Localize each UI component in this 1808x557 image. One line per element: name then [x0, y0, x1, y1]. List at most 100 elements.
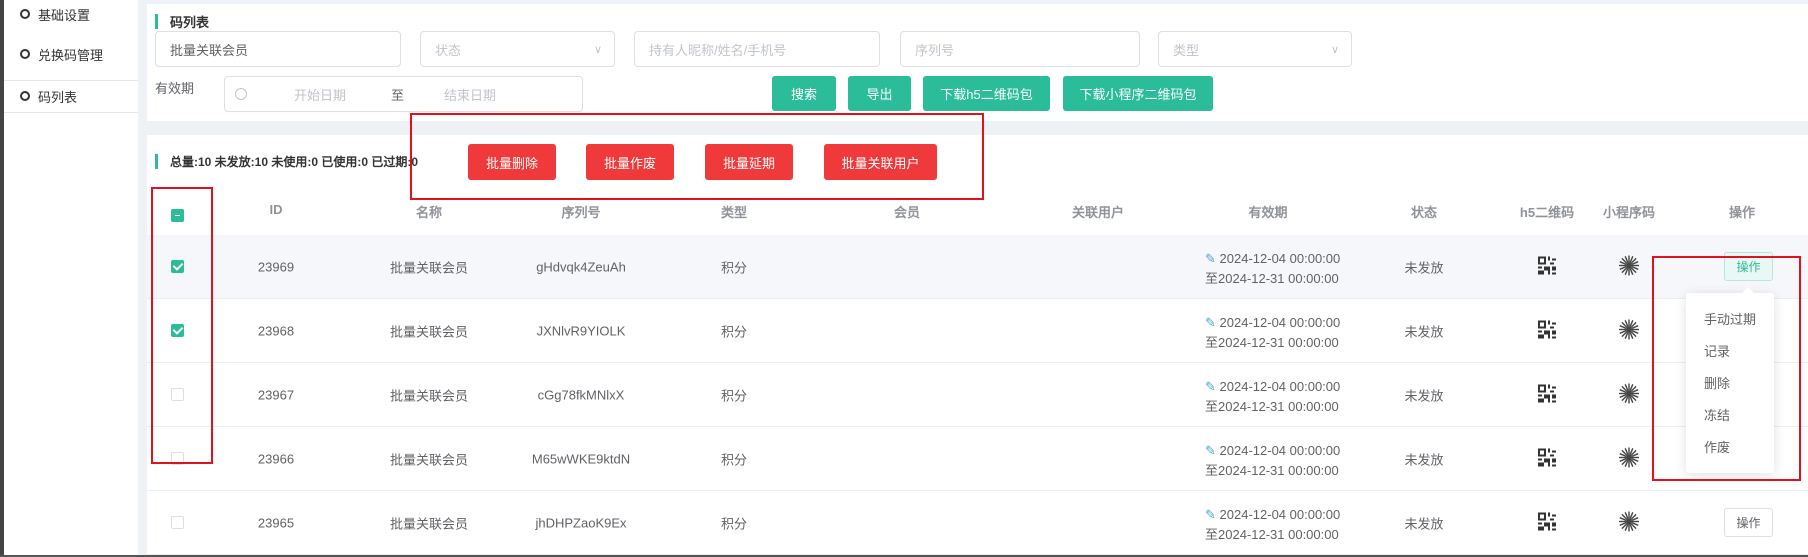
- column-header: ID: [269, 202, 283, 217]
- name-input[interactable]: 批量关联会员: [155, 31, 401, 67]
- miniprogram-code-icon[interactable]: [1618, 510, 1640, 535]
- validity-label: 有效期: [155, 81, 195, 96]
- row-checkbox[interactable]: [171, 387, 184, 401]
- cell-serial: M65wWKE9ktdN: [531, 451, 631, 466]
- export-button[interactable]: 导出: [848, 76, 911, 111]
- operation-button[interactable]: 操作: [1724, 508, 1773, 537]
- type-select[interactable]: 类型 ∨: [1158, 31, 1352, 67]
- batch-delete-button[interactable]: 批量删除: [468, 144, 556, 180]
- cell-id: 23969: [257, 259, 295, 274]
- menu-item[interactable]: 记录: [1704, 344, 1731, 359]
- cell-status: 未发放: [1404, 260, 1444, 275]
- menu-item[interactable]: 删除: [1704, 376, 1731, 391]
- miniprogram-code-icon[interactable]: [1618, 318, 1640, 343]
- cell-id: 23966: [257, 451, 295, 466]
- cell-status: 未发放: [1404, 388, 1444, 403]
- valid-from: 2024-12-04 00:00:00: [1219, 315, 1341, 330]
- edit-icon[interactable]: ✎: [1205, 251, 1216, 266]
- edit-icon[interactable]: ✎: [1205, 315, 1216, 330]
- cell-status: 未发放: [1404, 324, 1444, 339]
- sidebar: 基础设置 兑换码管理 码列表: [0, 0, 138, 557]
- stats-line: 总量:10 未发放:10 未使用:0 已使用:0 已过期:0: [155, 153, 418, 170]
- valid-from: 2024-12-04 00:00:00: [1219, 507, 1341, 522]
- miniprogram-code-icon[interactable]: [1618, 254, 1640, 279]
- valid-to: 至2024-12-31 00:00:00: [1205, 463, 1339, 478]
- column-header: 状态: [1410, 205, 1438, 220]
- sidebar-item-basic-settings[interactable]: 基础设置: [4, 0, 138, 34]
- h5-qr-code-icon[interactable]: [1538, 384, 1556, 405]
- row-checkbox[interactable]: [171, 323, 184, 337]
- cell-validity: ✎ 2024-12-04 00:00:00 至2024-12-31 00:00:0…: [1205, 505, 1340, 545]
- column-header: h5二维码: [1519, 205, 1575, 220]
- select-all-checkbox[interactable]: [171, 208, 184, 222]
- stats-text: 总量:10 未发放:10 未使用:0 已使用:0 已过期:0: [170, 155, 419, 169]
- sidebar-item-label: 兑换码管理: [38, 47, 104, 63]
- bottom-border: [0, 555, 1808, 557]
- filter-title: 码列表: [155, 12, 209, 31]
- cell-id: 23967: [257, 387, 295, 402]
- cell-serial: JXNlvR9YIOLK: [536, 323, 626, 338]
- search-button[interactable]: 搜索: [772, 76, 836, 111]
- h5-qr-code-icon[interactable]: [1538, 448, 1556, 469]
- menu-item[interactable]: 作废: [1704, 440, 1731, 455]
- chevron-down-icon: ∨: [1330, 43, 1339, 56]
- row-checkbox[interactable]: [171, 259, 184, 273]
- table-row: 23966 批量关联会员 M65wWKE9ktdN 积分 未发放 ✎ 2024-12-04…: [147, 427, 1808, 491]
- edit-icon[interactable]: ✎: [1205, 379, 1216, 394]
- status-placeholder: 状态: [435, 42, 462, 58]
- table-row: 23968 批量关联会员 JXNlvR9YIOLK 积分 未发放 ✎ 2024-12-04…: [147, 299, 1808, 363]
- row-checkbox[interactable]: [171, 451, 184, 465]
- download-h5-qr-button[interactable]: 下载h5二维码包: [923, 76, 1050, 111]
- menu-item[interactable]: 手动过期: [1704, 312, 1757, 327]
- start-date-placeholder: 开始日期: [294, 87, 347, 103]
- h5-qr-code-icon[interactable]: [1538, 320, 1556, 341]
- column-header: 关联用户: [1071, 205, 1125, 220]
- cell-validity: ✎ 2024-12-04 00:00:00 至2024-12-31 00:00:0…: [1205, 441, 1340, 481]
- cell-validity: ✎ 2024-12-04 00:00:00 至2024-12-31 00:00:0…: [1205, 377, 1340, 417]
- table-row: 23965 批量关联会员 jhDHPZaoK9Ex 积分 未发放 ✎ 2024-12-04…: [147, 491, 1808, 555]
- filter-title-text: 码列表: [170, 15, 210, 30]
- batch-extend-button[interactable]: 批量延期: [705, 144, 793, 180]
- column-header: 名称: [415, 205, 443, 220]
- sidebar-item-label: 基础设置: [38, 7, 91, 23]
- table-header: [147, 196, 1808, 236]
- cell-id: 23968: [257, 323, 295, 338]
- title-bar: [155, 14, 158, 29]
- edit-icon[interactable]: ✎: [1205, 443, 1216, 458]
- sidebar-item-code-list[interactable]: 码列表: [4, 76, 138, 116]
- holder-placeholder: 持有人昵称/姓名/手机号: [649, 42, 787, 58]
- operation-button[interactable]: 操作: [1724, 252, 1773, 281]
- valid-to: 至2024-12-31 00:00:00: [1205, 335, 1339, 350]
- column-header: 有效期: [1248, 205, 1288, 220]
- table-row: 23967 批量关联会员 cGg78fkMNlxX 积分 未发放 ✎ 2024-12-04…: [147, 363, 1808, 427]
- cell-name: 批量关联会员: [389, 324, 469, 339]
- menu-item[interactable]: 冻结: [1704, 408, 1731, 423]
- batch-void-button[interactable]: 批量作废: [586, 144, 674, 180]
- status-select[interactable]: 状态 ∨: [420, 31, 615, 67]
- cell-validity: ✎ 2024-12-04 00:00:00 至2024-12-31 00:00:0…: [1205, 313, 1340, 353]
- valid-to: 至2024-12-31 00:00:00: [1205, 271, 1339, 286]
- serial-input[interactable]: 序列号: [900, 31, 1140, 67]
- download-miniprogram-qr-button[interactable]: 下载小程序二维码包: [1063, 76, 1213, 111]
- operation-dropdown-menu: 手动过期记录删除冻结作废: [1686, 287, 1774, 473]
- holder-input[interactable]: 持有人昵称/姓名/手机号: [634, 31, 880, 67]
- cell-type: 积分: [720, 516, 748, 531]
- range-separator: 至: [391, 87, 405, 103]
- cell-status: 未发放: [1404, 452, 1444, 467]
- cell-serial: jhDHPZaoK9Ex: [535, 515, 627, 530]
- sidebar-item-code-management[interactable]: 兑换码管理: [4, 34, 138, 74]
- date-range-picker[interactable]: 开始日期 至 结束日期: [224, 76, 583, 112]
- batch-link-user-button[interactable]: 批量关联用户: [824, 144, 937, 180]
- row-checkbox[interactable]: [171, 515, 184, 529]
- cell-name: 批量关联会员: [389, 516, 469, 531]
- circle-icon: [20, 49, 30, 59]
- edit-icon[interactable]: ✎: [1205, 507, 1216, 522]
- column-header: 操作: [1728, 205, 1756, 220]
- table-row: 23969 批量关联会员 gHdvqk4ZeuAh 积分 未发放 ✎ 2024-12-04…: [147, 235, 1808, 299]
- h5-qr-code-icon[interactable]: [1538, 256, 1556, 277]
- miniprogram-code-icon[interactable]: [1618, 446, 1640, 471]
- cell-id: 23965: [257, 515, 295, 530]
- cell-name: 批量关联会员: [389, 260, 469, 275]
- miniprogram-code-icon[interactable]: [1618, 382, 1640, 407]
- h5-qr-code-icon[interactable]: [1538, 512, 1556, 533]
